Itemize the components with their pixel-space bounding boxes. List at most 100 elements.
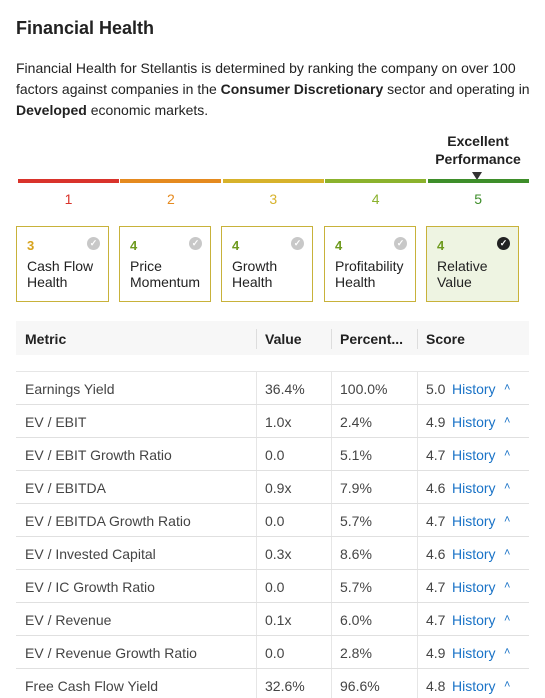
value-cell: 36.4%	[265, 381, 305, 397]
card-label-line2: Value	[437, 274, 472, 290]
header-value[interactable]: Value	[265, 331, 302, 347]
chevron-up-icon[interactable]: ˄	[504, 448, 511, 460]
desc-text-2: sector and operating in	[383, 81, 530, 97]
desc-sector: Consumer Discretionary	[220, 81, 384, 97]
score-cell: 4.7	[426, 612, 446, 628]
chevron-up-icon[interactable]: ˄	[504, 382, 511, 394]
chevron-up-icon[interactable]: ˄	[504, 679, 511, 691]
scale-bar-1	[18, 179, 119, 183]
category-card[interactable]: 4 Profitability Health ✓	[324, 226, 416, 302]
category-card[interactable]: 4 Price Momentum ✓	[119, 226, 211, 302]
history-link[interactable]: History	[452, 579, 496, 595]
card-score: 4	[437, 238, 445, 253]
card-score: 4	[232, 238, 240, 253]
metric-cell: EV / Invested Capital	[25, 546, 156, 562]
metric-cell: EV / EBIT Growth Ratio	[25, 447, 172, 463]
chevron-up-icon[interactable]: ˄	[504, 646, 511, 658]
metric-cell: EV / EBITDA	[25, 480, 106, 496]
value-cell: 0.1x	[265, 612, 292, 628]
header-metric[interactable]: Metric	[25, 331, 67, 347]
section-title: Financial Health	[16, 18, 155, 38]
percentile-cell: 6.0%	[340, 612, 372, 628]
column-divider	[331, 372, 332, 404]
percentile-cell: 2.8%	[340, 645, 372, 661]
chevron-up-icon[interactable]: ˄	[504, 613, 511, 625]
value-cell: 1.0x	[265, 414, 292, 430]
history-link[interactable]: History	[452, 645, 496, 661]
column-divider	[417, 504, 418, 536]
metrics-table: Metric Value Percent... Score Earnings Y…	[16, 321, 529, 698]
header-score[interactable]: Score	[426, 331, 465, 347]
column-divider	[256, 570, 257, 602]
history-link[interactable]: History	[452, 480, 496, 496]
card-score: 3	[27, 238, 35, 253]
category-card[interactable]: 4 Growth Health ✓	[221, 226, 313, 302]
history-link[interactable]: History	[452, 381, 496, 397]
table-row: EV / EBIT Growth Ratio 0.0 5.1% 4.7 History ˄	[16, 438, 529, 471]
column-divider	[256, 471, 257, 503]
value-cell: 0.0	[265, 513, 285, 529]
table-row: EV / Invested Capital 0.3x 8.6% 4.6 History ˄	[16, 537, 529, 570]
check-circle-icon: ✓	[497, 237, 510, 250]
table-row: EV / EBIT 1.0x 2.4% 4.9 History ˄	[16, 405, 529, 438]
score-cell: 4.8	[426, 678, 446, 694]
category-card[interactable]: 3 Cash Flow Health ✓	[16, 226, 109, 302]
history-link[interactable]: History	[452, 612, 496, 628]
score-cell: 4.9	[426, 645, 446, 661]
category-card[interactable]: 4 Relative Value ✓	[426, 226, 519, 302]
scale-label-5: 5	[474, 191, 482, 207]
chevron-up-icon[interactable]: ˄	[504, 415, 511, 427]
chevron-up-icon[interactable]: ˄	[504, 481, 511, 493]
percentile-cell: 5.1%	[340, 447, 372, 463]
performance-label-line1: Excellent	[447, 133, 509, 149]
column-divider	[417, 669, 418, 698]
metric-cell: Free Cash Flow Yield	[25, 678, 159, 694]
history-link[interactable]: History	[452, 447, 496, 463]
column-divider	[256, 636, 257, 668]
column-divider	[256, 669, 257, 698]
column-divider	[417, 372, 418, 404]
health-description: Financial Health for Stellantis is deter…	[16, 58, 532, 121]
score-cell: 4.9	[426, 414, 446, 430]
chevron-up-icon[interactable]: ˄	[504, 514, 511, 526]
history-link[interactable]: History	[452, 414, 496, 430]
column-divider	[417, 471, 418, 503]
check-circle-icon: ✓	[87, 237, 100, 250]
history-link[interactable]: History	[452, 678, 496, 694]
column-divider	[331, 570, 332, 602]
scale-bar-4	[325, 179, 427, 183]
value-cell: 0.0	[265, 645, 285, 661]
column-divider	[331, 669, 332, 698]
percentile-cell: 2.4%	[340, 414, 372, 430]
chevron-up-icon[interactable]: ˄	[504, 547, 511, 559]
card-label-line1: Relative	[437, 258, 488, 274]
scale-label-4: 4	[371, 191, 380, 207]
header-divider	[331, 329, 332, 349]
history-link[interactable]: History	[452, 546, 496, 562]
score-cell: 5.0	[426, 381, 446, 397]
value-cell: 0.9x	[265, 480, 292, 496]
scale-label-2: 2	[166, 191, 175, 207]
percentile-cell: 8.6%	[340, 546, 372, 562]
metric-cell: EV / Revenue Growth Ratio	[25, 645, 197, 661]
column-divider	[331, 636, 332, 668]
column-divider	[331, 438, 332, 470]
chevron-up-icon[interactable]: ˄	[504, 580, 511, 592]
performance-pointer-icon	[472, 172, 482, 180]
value-cell: 0.0	[265, 579, 285, 595]
header-percentile[interactable]: Percent...	[340, 331, 404, 347]
metric-cell: Earnings Yield	[25, 381, 115, 397]
column-divider	[256, 537, 257, 569]
table-body: Earnings Yield 36.4% 100.0% 5.0 History ˄ EV /…	[16, 372, 529, 698]
score-cell: 4.6	[426, 480, 446, 496]
column-divider	[417, 405, 418, 437]
metric-cell: EV / EBIT	[25, 414, 87, 430]
history-link[interactable]: History	[452, 513, 496, 529]
desc-text-1: Financial Health for Stellantis is deter…	[16, 60, 516, 97]
card-label-line2: Health	[335, 274, 376, 290]
check-circle-icon: ✓	[291, 237, 304, 250]
percentile-cell: 96.6%	[340, 678, 380, 694]
table-row: Free Cash Flow Yield 32.6% 96.6% 4.8 History…	[16, 669, 529, 698]
card-label-line1: Cash Flow	[27, 258, 94, 274]
column-divider	[417, 537, 418, 569]
